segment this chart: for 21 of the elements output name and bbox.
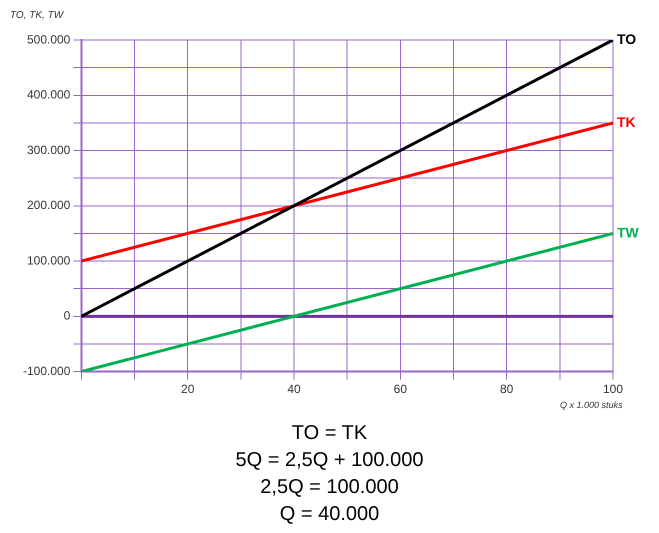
- x-tick-label: 40: [287, 382, 302, 396]
- x-tick-label: 100: [602, 382, 624, 396]
- x-tick-label: 80: [500, 382, 514, 396]
- series-label: TO: [617, 30, 636, 47]
- y-axis-title: TO, TK, TW: [10, 10, 64, 21]
- y-tick-label: 0: [64, 308, 71, 323]
- x-axis-title: Q x 1.000 stuks: [560, 400, 623, 410]
- x-tick-label: 20: [181, 382, 195, 396]
- text: 2,5Q = 100.000: [259, 475, 400, 500]
- y-tick-label: 400.000: [26, 88, 71, 102]
- text: TO = TK: [290, 421, 368, 446]
- text: Q = 40.000: [278, 502, 380, 527]
- series-label: TW: [617, 224, 640, 240]
- series-label: TK: [617, 114, 636, 130]
- y-tick-label: 100.000: [26, 253, 71, 268]
- y-tick-label: -100.000: [23, 364, 71, 378]
- x-tick-label: 60: [394, 382, 408, 396]
- y-tick-label: 300.000: [26, 142, 71, 157]
- y-tick-label: 500.000: [26, 32, 71, 46]
- y-tick-label: 200.000: [26, 198, 71, 212]
- text: 5Q = 2,5Q + 100.000: [234, 448, 424, 473]
